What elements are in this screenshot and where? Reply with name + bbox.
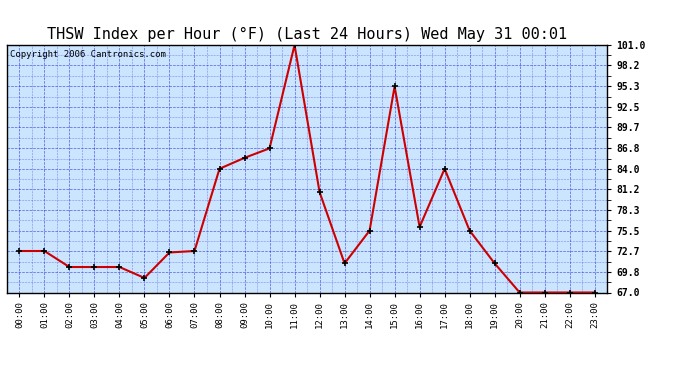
Title: THSW Index per Hour (°F) (Last 24 Hours) Wed May 31 00:01: THSW Index per Hour (°F) (Last 24 Hours)… bbox=[47, 27, 567, 42]
Text: Copyright 2006 Cantronics.com: Copyright 2006 Cantronics.com bbox=[10, 50, 166, 59]
